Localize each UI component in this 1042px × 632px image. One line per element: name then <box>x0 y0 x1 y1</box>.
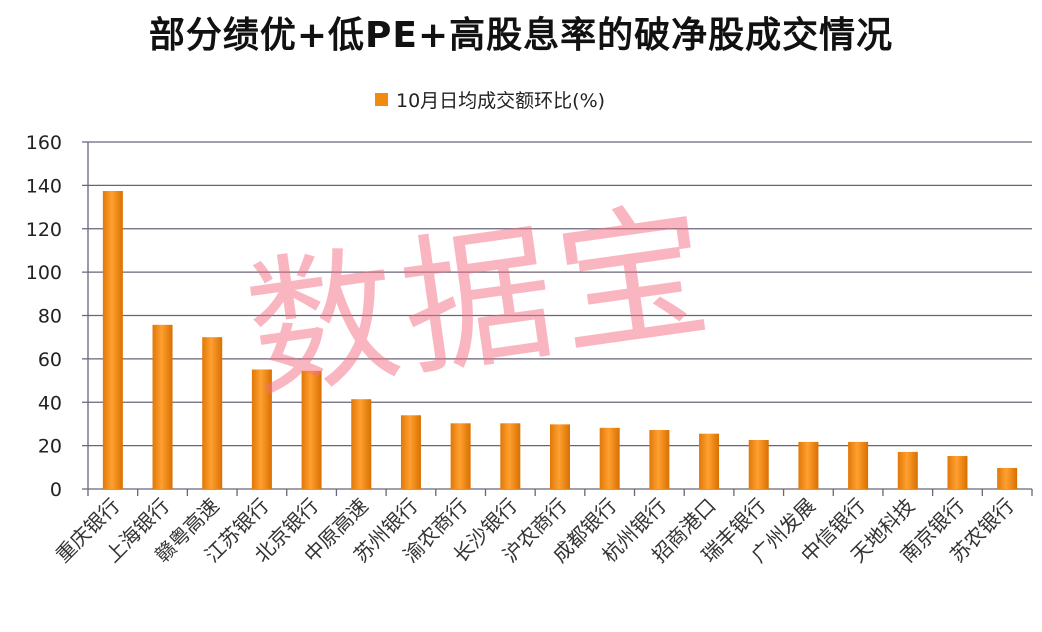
bar <box>301 370 322 489</box>
legend: 10月日均成交额环比(%) <box>375 86 605 113</box>
bar <box>599 427 620 489</box>
bar <box>947 456 968 489</box>
y-tick-label: 140 <box>26 175 62 197</box>
bar <box>997 467 1018 489</box>
bar <box>699 433 720 489</box>
bar <box>798 441 819 489</box>
y-tick-label: 0 <box>50 479 62 501</box>
bar <box>351 399 372 489</box>
bar <box>202 337 223 489</box>
bar <box>500 423 521 489</box>
bar <box>102 191 123 490</box>
bar <box>251 369 272 489</box>
legend-swatch <box>375 93 388 106</box>
bar <box>748 439 769 489</box>
bar <box>400 415 421 489</box>
y-tick-label: 20 <box>38 436 62 458</box>
y-tick-label: 100 <box>26 262 62 284</box>
legend-label: 10月日均成交额环比(%) <box>396 90 606 112</box>
y-tick-label: 160 <box>26 132 62 154</box>
bar <box>152 324 173 489</box>
bar <box>550 424 570 489</box>
y-tick-label: 60 <box>38 349 62 371</box>
y-tick-label: 120 <box>26 219 62 241</box>
chart-title: 部分绩优+低PE+高股息率的破净股成交情况 <box>148 15 894 56</box>
bar <box>848 441 869 489</box>
bar <box>897 451 918 489</box>
bar <box>649 430 670 489</box>
bar <box>450 423 471 489</box>
y-tick-label: 40 <box>38 392 62 414</box>
y-tick-label: 80 <box>38 306 62 328</box>
